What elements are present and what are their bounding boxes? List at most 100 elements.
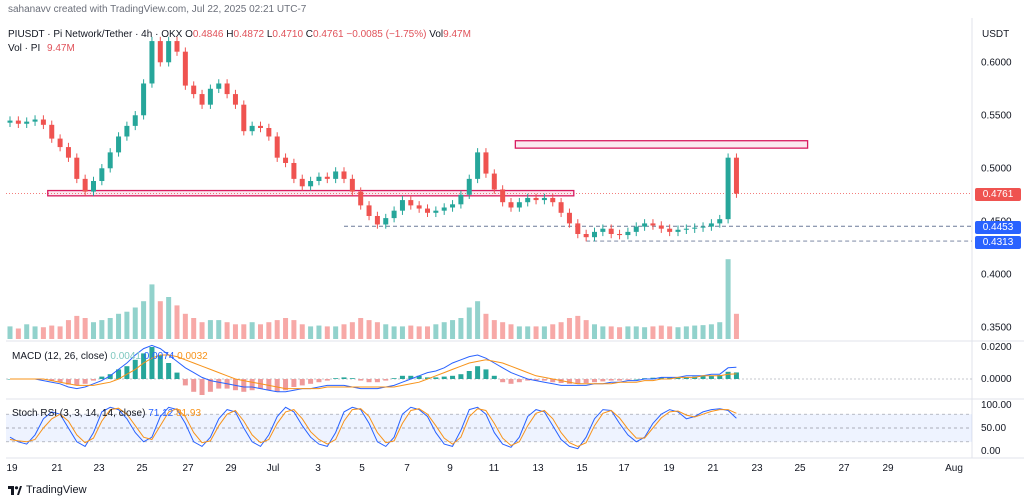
macd-legend[interactable]: MACD (12, 26, close) 0.0041 0.0074 0.003…: [12, 351, 208, 362]
volume-bar: [516, 326, 522, 339]
volume-bars: [7, 259, 739, 339]
volume-bar: [216, 320, 222, 339]
price-tick-label: 0.5500: [981, 110, 1012, 121]
candle-body: [207, 88, 213, 105]
volume-bar: [333, 326, 339, 339]
volume-bar: [425, 326, 430, 339]
stoch-legend[interactable]: Stoch RSI (3, 3, 14, 14, close) 71.12 81…: [12, 408, 201, 419]
volume-bar: [683, 326, 689, 339]
macd-histogram-bar: [316, 379, 322, 383]
macd-histogram-bar: [366, 379, 372, 383]
volume-bar: [433, 324, 439, 339]
macd-histogram-bar: [733, 372, 739, 379]
macd-histogram-bar: [283, 379, 289, 391]
candle-body: [308, 181, 314, 187]
volume-bar: [733, 313, 739, 339]
candle-body: [383, 218, 389, 225]
volume-bar: [366, 320, 372, 339]
macd-histogram-bar: [533, 379, 539, 381]
candle-body: [650, 223, 656, 226]
volume-bar: [308, 326, 314, 339]
time-tick-label: Jul: [267, 463, 280, 474]
macd-histogram-bar: [617, 379, 623, 381]
time-tick-label: 21: [707, 463, 719, 474]
volume-bar: [617, 327, 623, 339]
volume-legend[interactable]: Vol · PI 9.47M: [8, 43, 75, 54]
candle-body: [366, 205, 372, 216]
macd-histogram-bar: [358, 379, 364, 381]
volume-bar: [141, 301, 147, 339]
candle-body: [132, 115, 138, 126]
macd-histogram-bar: [391, 378, 397, 379]
candle-body: [408, 200, 414, 206]
macd-histogram-bar: [157, 355, 163, 379]
price-tick-label: 0.5000: [981, 163, 1012, 174]
volume-bar: [358, 318, 364, 339]
macd-histogram-bar: [266, 379, 272, 391]
candle-body: [541, 197, 547, 201]
volume-bar: [575, 315, 581, 339]
candle-body: [391, 210, 397, 219]
macd-line-value: 0.0074: [143, 351, 175, 362]
stoch-label: Stoch RSI (3, 3, 14, 14, close): [12, 408, 146, 419]
volume-bar: [116, 313, 122, 339]
volume-bar: [182, 313, 188, 339]
macd-hist-value: 0.0041: [110, 351, 141, 362]
macd-histogram-bar: [683, 377, 689, 379]
open-value: 0.4846: [192, 29, 224, 40]
symbol-legend[interactable]: PIUSDT · Pi Network/Tether · 4h · OKX O0…: [8, 29, 471, 40]
macd-histogram-bar: [566, 379, 572, 384]
candle-body: [57, 138, 63, 148]
time-tick-label: Aug: [945, 463, 963, 474]
macd-histogram-bar: [82, 379, 88, 384]
volume-bar: [174, 305, 180, 339]
macd-histogram-bar: [466, 371, 472, 379]
macd-label: MACD (12, 26, close): [12, 351, 108, 362]
candle-body: [249, 125, 255, 132]
macd-signal-line: [10, 354, 737, 390]
vol-label: Vol: [429, 29, 444, 40]
price-tick-label: 0.3500: [981, 322, 1012, 333]
candle-body: [283, 157, 289, 163]
candle-body: [617, 234, 623, 236]
macd-histogram-bar: [450, 375, 456, 379]
volume-bar: [107, 318, 113, 339]
macd-histogram-bar: [667, 377, 673, 379]
candle-body: [216, 83, 222, 89]
open-label: O: [185, 29, 193, 40]
macd-histogram-bar: [57, 379, 63, 383]
candle-body: [592, 231, 597, 238]
candle-body: [333, 171, 339, 179]
volume-bar: [224, 322, 230, 339]
price-tick-label: 0.4000: [981, 269, 1012, 280]
candle-body: [725, 157, 731, 220]
time-tick-label: 23: [751, 463, 763, 474]
macd-tick-label: 0.0200: [981, 342, 1012, 353]
candle-body: [299, 178, 305, 187]
candle-body: [700, 226, 706, 228]
volume-bar: [658, 325, 664, 339]
volume-bar: [91, 322, 96, 339]
time-tick-label: 29: [882, 463, 894, 474]
footer-brand[interactable]: TradingView: [8, 484, 87, 496]
macd-histogram-bar: [308, 379, 314, 384]
candle-body: [633, 226, 639, 232]
volume-bar: [374, 322, 380, 339]
macd-histogram-bar: [458, 374, 464, 379]
brand-name: TradingView: [26, 484, 87, 496]
macd-tick-label: 0.0000: [981, 374, 1012, 385]
macd-histogram-bar: [600, 379, 606, 382]
candle-body: [658, 225, 664, 229]
volume-bar: [583, 320, 589, 339]
macd-histogram-bar: [341, 377, 347, 379]
volume-bar: [475, 301, 481, 339]
macd-histogram-bar: [425, 377, 430, 379]
macd-histogram-bar: [708, 375, 714, 379]
macd-histogram-bar: [483, 369, 489, 379]
support-price-tag-1: 0.4453: [975, 221, 1021, 234]
macd-histogram-bar: [232, 379, 238, 391]
volume-bar: [625, 326, 631, 339]
volume-bar: [450, 320, 456, 339]
time-tick-label: 27: [838, 463, 850, 474]
